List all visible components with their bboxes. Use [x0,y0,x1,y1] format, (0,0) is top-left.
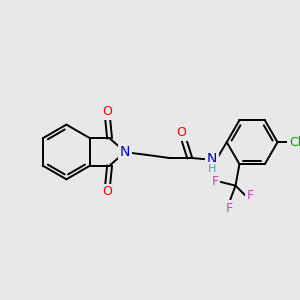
Text: O: O [176,126,186,139]
Text: N: N [120,145,130,159]
Text: F: F [226,202,233,214]
Text: N: N [207,152,217,166]
Text: O: O [103,105,112,119]
Text: F: F [212,175,219,188]
Text: O: O [103,185,112,199]
Text: Cl: Cl [289,136,300,149]
Text: H: H [208,164,216,173]
Text: F: F [247,189,254,202]
